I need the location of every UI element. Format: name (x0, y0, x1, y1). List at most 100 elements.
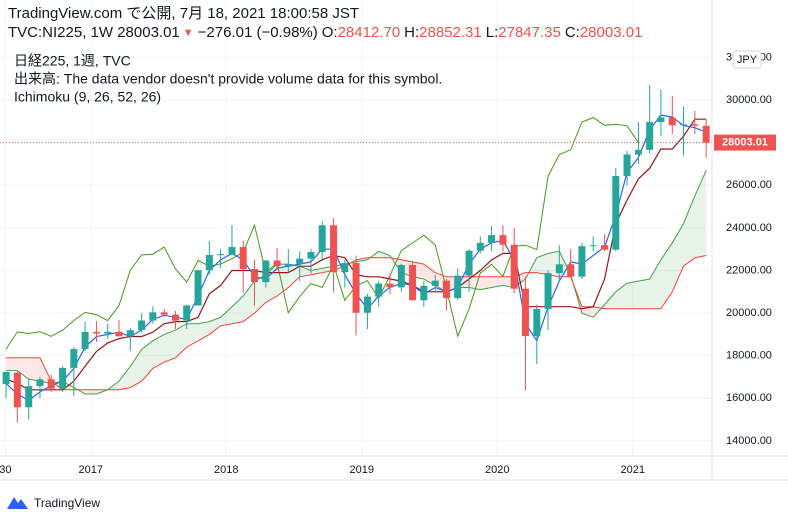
change: −276.01 (−0.98%) (198, 24, 318, 41)
cloud-fill (118, 366, 131, 390)
currency-box[interactable] (732, 50, 762, 69)
cloud-fill (220, 306, 232, 326)
candle-body (36, 379, 44, 387)
candle-body (194, 270, 202, 306)
candle-body (13, 372, 21, 408)
cloud-fill (536, 253, 549, 275)
logo-icon (7, 497, 28, 509)
candle-body (307, 252, 315, 259)
candle-body (126, 330, 134, 337)
candle-body (409, 264, 417, 301)
candle-body (104, 331, 112, 334)
candle-body (262, 260, 270, 283)
candles (2, 84, 710, 423)
candle-body (646, 122, 654, 150)
candle-body (601, 245, 609, 250)
y-tick-label: 14000.00 (726, 435, 772, 447)
candle-body (431, 280, 439, 286)
cloud-fill (683, 195, 695, 267)
x-tick-label: 2020 (485, 464, 509, 476)
candle-body (476, 242, 484, 251)
base-line (5, 118, 707, 391)
cloud-fill (694, 170, 707, 258)
candle-body (25, 386, 33, 408)
currency[interactable]: JPY (737, 54, 758, 66)
cloud-fill (288, 264, 300, 288)
candle-body (250, 269, 258, 283)
candle-body (668, 117, 676, 126)
close: 28003.01 (580, 24, 643, 41)
candle-body (318, 225, 326, 253)
candle-body (239, 247, 247, 270)
candle-body (363, 296, 371, 313)
candle-body (47, 379, 55, 389)
candle-body (59, 367, 67, 389)
legend-volume: 出来高: The data vendor doesn't provide vol… (14, 71, 442, 87)
cloud-fill (627, 281, 639, 309)
candle-body (375, 283, 383, 297)
candle-body (578, 246, 586, 277)
candle-body (138, 320, 146, 331)
candle-body (589, 245, 597, 247)
last-price-tag (714, 134, 776, 151)
arrow: ▼ (183, 27, 194, 39)
h-label: H: (404, 24, 419, 41)
legend-name: 日経225, 1週, TVC (14, 53, 131, 69)
cloud-fill (660, 242, 673, 309)
candle-body (465, 250, 473, 276)
cloud-fill (209, 317, 221, 335)
y-tick-label: 16000.00 (726, 392, 772, 404)
brand: TradingView (34, 496, 100, 510)
candle-body (217, 254, 225, 256)
candle-body (284, 263, 292, 267)
cloud-fill (310, 268, 323, 275)
candle-body (521, 288, 529, 337)
candle-body (634, 149, 642, 155)
y-tick-label: 24000.00 (726, 222, 772, 234)
low: 27847.35 (498, 24, 561, 41)
cloud-fill (243, 281, 255, 322)
published: TradingView.com で公開, 7月 18, 2021 18:00:5… (8, 5, 359, 22)
cloud-fill (491, 276, 503, 288)
last-price-label: 28003.01 (722, 136, 768, 148)
candle-body (296, 258, 304, 264)
cloud-fill (6, 357, 18, 371)
logo: TradingView (7, 496, 100, 510)
candle-body (205, 255, 213, 271)
candle-body (273, 260, 281, 267)
x-tick-label: 2017 (79, 464, 103, 476)
y-tick-label: 18000.00 (726, 350, 772, 362)
candle-body (70, 349, 78, 368)
x-tick-label: 2018 (214, 464, 238, 476)
candle-body (386, 283, 394, 288)
cloud-fill (254, 274, 266, 314)
cloud-fill (604, 291, 616, 309)
high: 28852.31 (419, 24, 482, 41)
candle-body (330, 225, 338, 273)
candle-body (657, 117, 665, 123)
candle-body (454, 275, 462, 299)
candle-body (228, 247, 236, 255)
candle-body (149, 312, 157, 321)
candle-body (488, 235, 496, 243)
candle-body (183, 305, 191, 321)
candle-body (2, 371, 10, 385)
c-label: C: (565, 24, 580, 41)
y-tick-label: 22000.00 (726, 264, 772, 276)
candle-body (623, 154, 631, 177)
cloud-fill (672, 223, 684, 292)
cloud-fill (17, 357, 29, 380)
cloud-fill (85, 389, 97, 395)
candle-body (397, 264, 405, 288)
candle-body (352, 262, 360, 313)
candle-body (171, 314, 179, 321)
cloud-fill (130, 349, 142, 388)
cloud-fill (638, 278, 650, 309)
candle-body (691, 124, 699, 126)
cloud-fill (469, 276, 481, 290)
cloud-fill (299, 266, 311, 277)
cloud-fill (186, 323, 199, 348)
candle-body (420, 285, 428, 301)
